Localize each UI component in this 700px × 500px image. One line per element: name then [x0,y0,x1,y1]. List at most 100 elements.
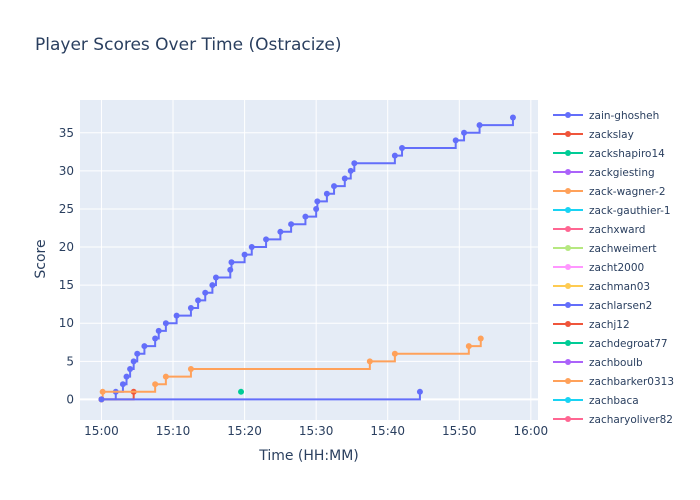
data-point[interactable] [127,365,134,372]
legend-label: zachxward [589,224,645,236]
legend-marker-swatch [565,245,571,251]
y-tick-label: 15 [59,278,74,292]
x-axis-label: Time (HH:MM) [258,448,359,464]
data-point[interactable] [155,327,162,334]
legend-item[interactable]: zachbaca [553,395,639,407]
data-point[interactable] [391,152,398,159]
data-point[interactable] [241,251,248,258]
legend-item[interactable]: zack-gauthier-1 [553,205,671,217]
data-point[interactable] [152,335,159,342]
data-point[interactable] [476,122,483,129]
legend-label: zachlarsen2 [589,300,652,312]
y-axis-ticks: 0 5 10 15 20 25 30 35 [59,126,74,407]
legend-item[interactable]: zachlarsen2 [553,300,652,312]
legend-item[interactable]: zacharyoliver82 [553,414,673,426]
data-point[interactable] [228,259,235,266]
legend-item[interactable]: zachdegroat77 [553,338,668,350]
legend-marker-swatch [565,283,571,289]
data-point[interactable] [366,358,373,365]
plot-area[interactable] [80,100,538,420]
x-tick-label: 15:50 [442,424,477,438]
data-point[interactable] [302,213,309,220]
data-point[interactable] [391,350,398,357]
legend-item[interactable]: zachboulb [553,357,643,369]
data-point[interactable] [314,198,321,205]
legend-label: zain-ghosheh [589,110,659,122]
legend-label: zachboulb [589,357,643,369]
data-point[interactable] [452,137,459,144]
legend-label: zacharyoliver82 [589,414,673,426]
data-point[interactable] [152,381,159,388]
legend-marker-swatch [565,169,571,175]
data-point[interactable] [130,358,137,365]
data-point[interactable] [248,244,255,251]
legend-marker-swatch [565,131,571,137]
legend-marker-swatch [565,207,571,213]
legend-item[interactable]: zackslay [553,129,634,141]
y-axis-label: Score [33,239,49,278]
data-point[interactable] [141,343,148,350]
series-zackshapiro14 [238,388,245,395]
legend-marker-swatch [565,321,571,327]
legend-marker-swatch [565,264,571,270]
data-point[interactable] [173,312,180,319]
legend-item[interactable]: zachxward [553,224,645,236]
data-point[interactable] [212,274,219,281]
data-point[interactable] [341,175,348,182]
data-point[interactable] [465,343,472,350]
data-point[interactable] [351,160,358,167]
legend-label: zacht2000 [589,262,644,274]
data-point[interactable] [162,373,169,380]
grid [80,100,538,420]
data-point[interactable] [288,221,295,228]
data-point[interactable] [461,129,468,136]
data-point[interactable] [187,305,194,311]
x-tick-label: 15:20 [227,424,262,438]
legend-marker-swatch [565,188,571,194]
data-point[interactable] [263,236,270,243]
data-point[interactable] [187,365,194,372]
data-point[interactable] [323,190,330,197]
legend-marker-swatch [565,112,571,118]
data-point[interactable] [195,297,202,304]
legend-marker-swatch [565,359,571,365]
data-point[interactable] [123,373,130,380]
legend-item[interactable]: zachman03 [553,281,650,293]
data-point[interactable] [331,183,338,190]
data-point[interactable] [277,228,284,235]
data-point[interactable] [99,388,106,395]
y-tick-label: 30 [59,164,74,178]
legend-item[interactable]: zachweimert [553,243,656,255]
data-point[interactable] [98,396,105,403]
legend-item[interactable]: zain-ghosheh [553,110,659,122]
legend-item[interactable]: zacht2000 [553,262,644,274]
data-point[interactable] [416,388,423,395]
data-point[interactable] [477,335,484,342]
series-zain-ghosheh [98,114,516,403]
data-point[interactable] [238,388,245,395]
legend-item[interactable]: zackgiesting [553,167,655,179]
data-point[interactable] [119,381,126,388]
legend-label: zachman03 [589,281,650,293]
x-axis-ticks: 15:00 15:10 15:20 15:30 15:40 15:50 16:00 [84,424,548,438]
data-point[interactable] [347,167,354,174]
data-point[interactable] [509,114,516,121]
data-point[interactable] [313,205,320,212]
y-tick-label: 5 [66,354,74,368]
series-zachlarsen2 [98,388,423,403]
data-point[interactable] [227,266,234,273]
y-tick-label: 0 [66,392,74,406]
data-point[interactable] [209,282,216,289]
data-point[interactable] [162,320,169,327]
legend-item[interactable]: zachbarker0313 [553,376,674,388]
x-tick-label: 15:40 [370,424,405,438]
legend-label: zack-wagner-2 [589,186,666,198]
legend-item[interactable]: zachj12 [553,319,630,331]
legend-label: zackshapiro14 [589,148,665,160]
legend-item[interactable]: zack-wagner-2 [553,186,666,198]
data-point[interactable] [399,145,406,151]
data-point[interactable] [202,289,209,296]
data-point[interactable] [134,350,141,357]
legend-item[interactable]: zackshapiro14 [553,148,665,160]
